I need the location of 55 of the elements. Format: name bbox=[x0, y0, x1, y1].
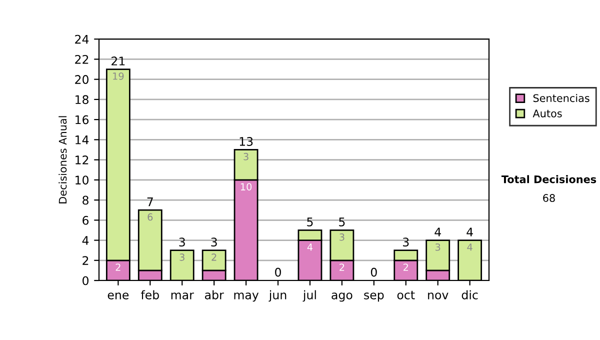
y-tick-label: 2 bbox=[82, 256, 88, 265]
legend-label: Autos bbox=[532, 110, 562, 118]
x-tick-label: jun bbox=[268, 290, 286, 302]
y-tick-label: 4 bbox=[82, 236, 89, 245]
data-label: 2 bbox=[340, 264, 344, 271]
total-label: 0 bbox=[370, 268, 377, 277]
data-label: 2 bbox=[116, 264, 120, 271]
data-label: 4 bbox=[307, 244, 313, 251]
total-label: 3 bbox=[179, 238, 185, 247]
y-tick-label: 8 bbox=[82, 196, 88, 205]
x-tick-label: feb bbox=[140, 290, 159, 300]
data-label: 6 bbox=[148, 213, 153, 221]
y-tick-label: 22 bbox=[75, 54, 88, 64]
data-label: 2 bbox=[212, 254, 216, 261]
total-label: 5 bbox=[339, 218, 345, 226]
x-tick-label: jul bbox=[302, 290, 316, 302]
total-label: 3 bbox=[211, 238, 217, 247]
y-tick-label: 18 bbox=[76, 95, 88, 104]
data-label: 2 bbox=[404, 264, 408, 271]
x-tick-label: dic bbox=[462, 290, 478, 300]
data-label: 3 bbox=[244, 152, 248, 160]
data-label: 3 bbox=[340, 233, 344, 241]
total-label: 5 bbox=[307, 218, 313, 226]
data-label: 4 bbox=[467, 244, 472, 251]
y-tick-label: 12 bbox=[76, 156, 88, 164]
x-tick-label: mar bbox=[171, 292, 194, 300]
total-label: 4 bbox=[466, 228, 473, 236]
legend-label: Sentencias bbox=[533, 94, 590, 102]
text: Total Decisiones bbox=[501, 175, 596, 184]
data-label: 3 bbox=[180, 254, 184, 261]
x-tick-label: ago bbox=[332, 292, 352, 302]
x-tick-label: nov bbox=[428, 292, 448, 300]
x-tick-label: oct bbox=[397, 290, 415, 300]
data-label: 3 bbox=[436, 243, 440, 251]
y-tick-label: 14 bbox=[76, 136, 89, 144]
text: 68 bbox=[543, 194, 555, 202]
y-axis-title: Decisiones Anual bbox=[58, 116, 67, 204]
data-label: 10 bbox=[240, 183, 252, 190]
total-label: 3 bbox=[403, 238, 409, 247]
y-tick-label: 10 bbox=[76, 176, 88, 185]
y-tick-label: 6 bbox=[82, 216, 89, 225]
x-tick-label: sep bbox=[364, 292, 384, 302]
y-tick-label: 20 bbox=[75, 75, 88, 84]
total-label: 7 bbox=[147, 198, 153, 206]
total-label: 4 bbox=[434, 228, 441, 236]
total-label: 13 bbox=[240, 137, 253, 146]
y-tick-label: 16 bbox=[76, 115, 89, 124]
total-label: 0 bbox=[275, 268, 281, 277]
y-tick-label: 0 bbox=[82, 276, 88, 286]
x-tick-label: may bbox=[234, 292, 259, 302]
x-tick-label: ene bbox=[108, 292, 129, 300]
x-tick-label: abr bbox=[205, 290, 224, 300]
y-tick-label: 24 bbox=[75, 34, 89, 44]
total-label: 21 bbox=[112, 56, 125, 66]
data-label: 19 bbox=[113, 72, 124, 80]
